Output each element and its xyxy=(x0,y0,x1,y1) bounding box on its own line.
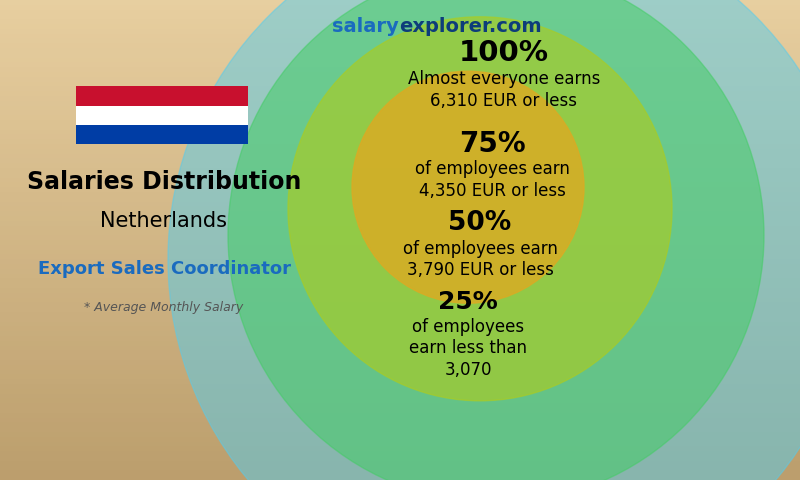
Text: 50%: 50% xyxy=(448,210,512,236)
Text: 100%: 100% xyxy=(459,39,549,67)
Text: 75%: 75% xyxy=(458,130,526,158)
Ellipse shape xyxy=(228,0,764,480)
Text: of employees: of employees xyxy=(412,318,524,336)
Bar xyxy=(76,106,248,125)
Text: Salaries Distribution: Salaries Distribution xyxy=(27,170,301,194)
Text: 6,310 EUR or less: 6,310 EUR or less xyxy=(430,92,578,110)
Text: 3,070: 3,070 xyxy=(444,360,492,379)
Text: of employees earn: of employees earn xyxy=(402,240,558,258)
Text: Almost everyone earns: Almost everyone earns xyxy=(408,70,600,88)
Ellipse shape xyxy=(288,17,672,401)
Bar xyxy=(76,86,248,106)
Text: salary: salary xyxy=(333,17,399,36)
Text: earn less than: earn less than xyxy=(409,339,527,358)
Text: explorer.com: explorer.com xyxy=(399,17,542,36)
Text: Export Sales Coordinator: Export Sales Coordinator xyxy=(38,260,290,278)
Text: Netherlands: Netherlands xyxy=(101,211,227,231)
Ellipse shape xyxy=(352,71,584,303)
Text: * Average Monthly Salary: * Average Monthly Salary xyxy=(84,300,244,314)
Text: 25%: 25% xyxy=(438,290,498,314)
Ellipse shape xyxy=(168,0,800,480)
Text: 4,350 EUR or less: 4,350 EUR or less xyxy=(418,181,566,200)
Text: of employees earn: of employees earn xyxy=(414,160,570,178)
Bar xyxy=(76,125,248,144)
Text: 3,790 EUR or less: 3,790 EUR or less xyxy=(406,261,554,279)
